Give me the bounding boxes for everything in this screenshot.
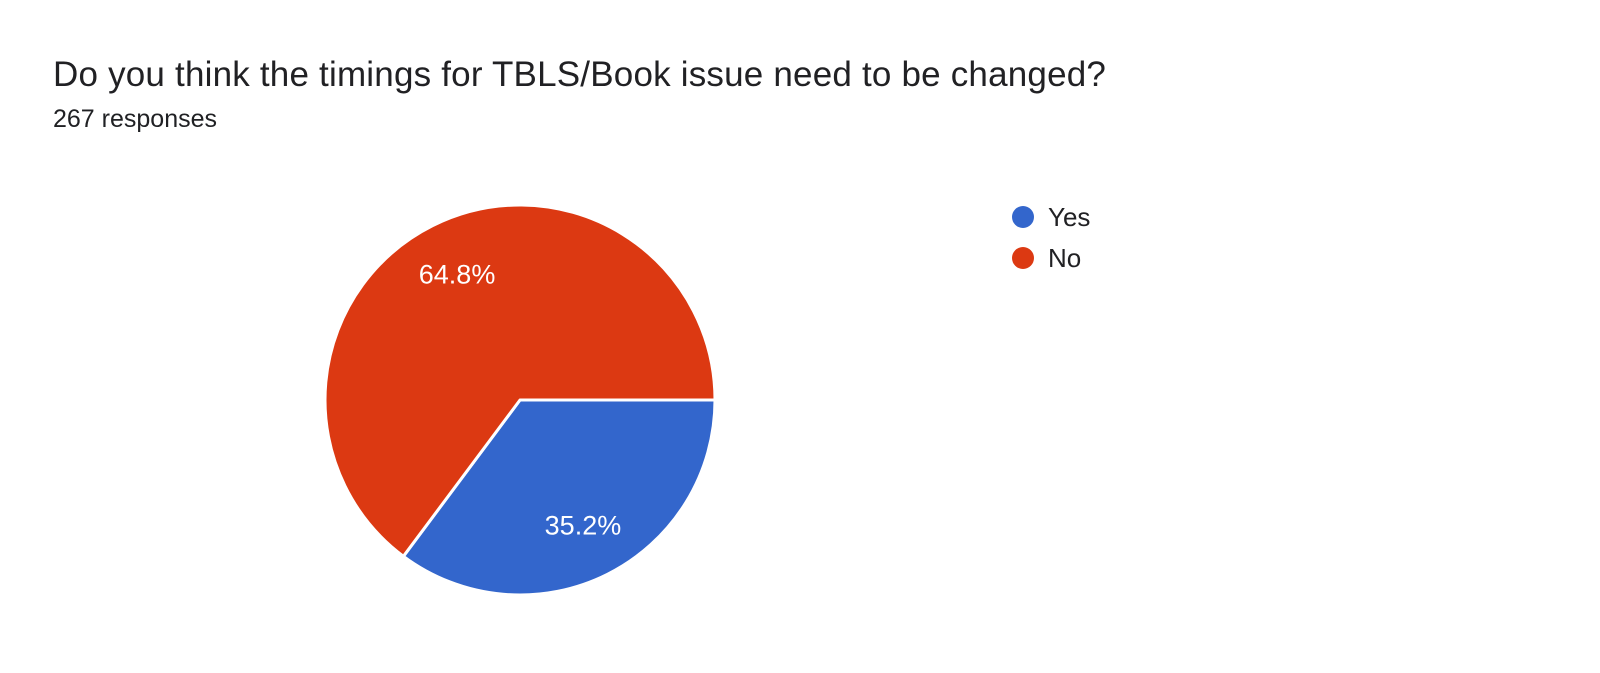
legend-dot-no (1012, 247, 1034, 269)
legend-label-no: No (1048, 243, 1082, 273)
pie-slice-label-no: 64.8% (419, 260, 496, 290)
pie-chart: 35.2% 64.8% (310, 190, 730, 610)
legend-label-yes: Yes (1048, 202, 1091, 232)
question-title: Do you think the timings for TBLS/Book i… (53, 55, 1107, 94)
legend-item-yes: Yes (1012, 202, 1091, 232)
chart-legend: Yes No (1012, 202, 1091, 273)
legend-dot-yes (1012, 206, 1034, 228)
pie-slice-no[interactable] (323, 203, 717, 558)
pie-slice-label-yes: 35.2% (545, 511, 622, 541)
pie-slice-yes[interactable] (401, 398, 717, 597)
pie-chart-svg: 35.2% 64.8% (323, 203, 717, 597)
legend-item-no: No (1012, 243, 1090, 273)
responses-count: 267 responses (53, 105, 218, 133)
